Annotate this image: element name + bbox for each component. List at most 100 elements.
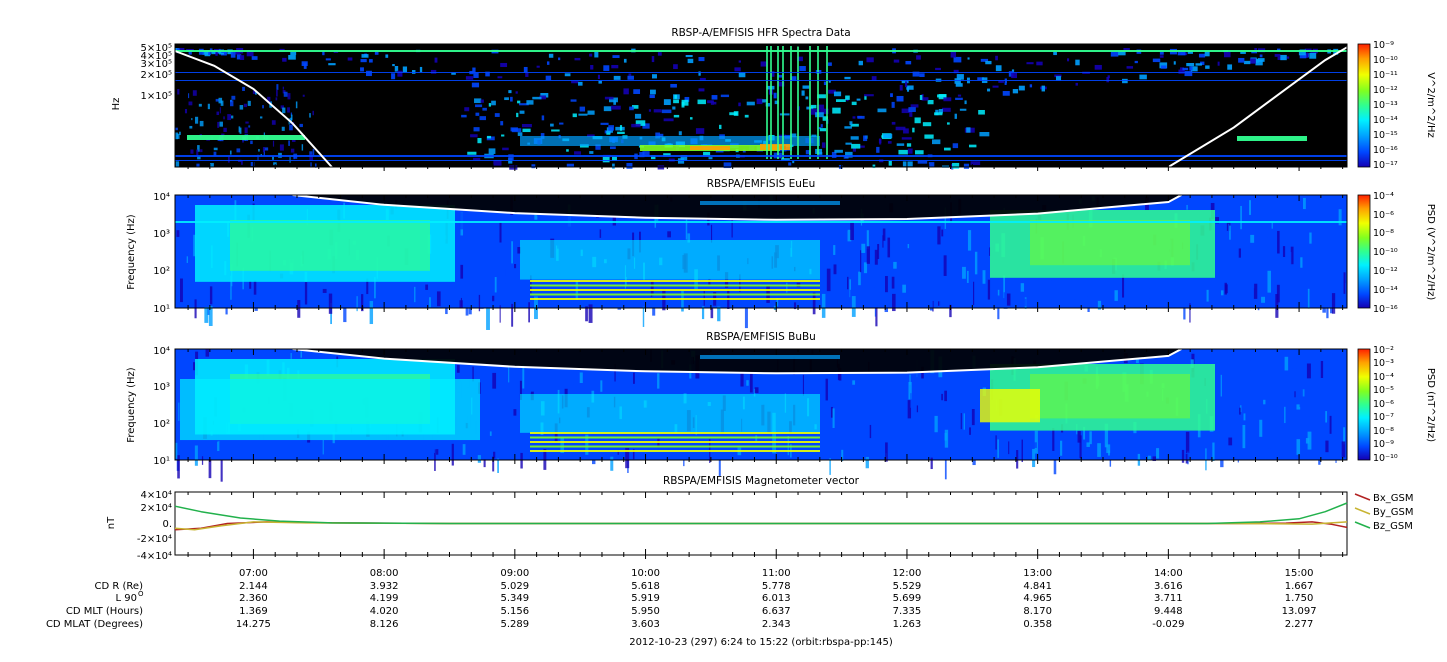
spectral-block	[866, 230, 869, 249]
spectral-block	[360, 59, 367, 63]
spectral-block	[360, 67, 364, 72]
spectral-block	[432, 434, 436, 453]
mag-legend: Bx_GSM By_GSM Bz_GSM	[1354, 493, 1414, 532]
spectral-block	[954, 113, 957, 119]
spectral-block	[612, 55, 620, 59]
spectral-block	[1337, 360, 1340, 374]
spectral-block	[603, 106, 612, 112]
spectral-block	[530, 293, 820, 296]
spectral-block	[1063, 430, 1066, 439]
spectral-block	[1029, 84, 1033, 88]
spectral-block	[514, 285, 516, 296]
spectral-block	[314, 163, 317, 168]
eueu-ytick-1e4: 10⁴	[153, 192, 170, 203]
spectral-block	[687, 58, 694, 64]
spectral-block	[844, 76, 851, 80]
ephemeris-value: 4.965	[1023, 593, 1052, 604]
spectral-block	[487, 205, 492, 223]
ephemeris-value: 2.144	[239, 581, 268, 592]
spectral-block	[230, 220, 430, 271]
spectral-block	[657, 52, 662, 56]
spectral-block	[1277, 230, 1280, 254]
spectral-block	[1012, 89, 1019, 94]
cutoff-region	[292, 195, 1182, 220]
spectral-block	[539, 95, 547, 100]
ephemeris-value: 2.360	[239, 593, 268, 604]
spectral-block	[430, 69, 437, 74]
hfr-cbar-tick: 10⁻¹⁵	[1373, 130, 1398, 141]
spectral-block	[790, 46, 792, 159]
mag-ytick-m4e4: -4×10⁴	[137, 551, 172, 562]
spectral-block	[248, 125, 251, 128]
spectral-block	[1300, 257, 1303, 268]
spectral-block	[635, 120, 646, 126]
spectral-block	[847, 229, 852, 242]
spectral-block	[385, 54, 389, 58]
time-tick-label: 15:00	[1285, 568, 1314, 579]
spectral-block	[1075, 82, 1078, 86]
spectral-block	[255, 90, 257, 95]
spectral-block	[530, 289, 820, 291]
spectral-block	[842, 227, 846, 246]
spectral-block	[1267, 270, 1271, 293]
spectral-block	[1020, 283, 1025, 292]
spectral-block	[746, 380, 749, 386]
spectral-block	[1139, 74, 1147, 80]
spectral-block	[250, 161, 255, 167]
spectral-block	[786, 282, 788, 293]
spectral-block	[989, 247, 991, 256]
spectral-block	[698, 88, 705, 92]
spectral-block	[290, 352, 292, 359]
spectral-block	[572, 113, 577, 118]
eueu-ylabel: Frequency (Hz)	[126, 214, 137, 290]
spectral-block	[197, 155, 201, 160]
spectral-block	[210, 163, 214, 168]
spectral-block	[858, 271, 861, 286]
legend-bz-label: Bz_GSM	[1373, 521, 1413, 532]
spectral-block	[1118, 51, 1126, 56]
spectral-block	[603, 65, 610, 71]
spectral-block	[517, 132, 523, 136]
spectral-block	[897, 242, 899, 254]
spectral-block	[960, 260, 963, 275]
spectral-block	[347, 57, 353, 61]
spectral-block	[394, 66, 399, 72]
spectral-block	[511, 303, 514, 327]
spectral-block	[585, 434, 589, 455]
spectral-block	[1239, 407, 1241, 415]
spectral-block	[982, 270, 986, 284]
spectral-block	[910, 393, 912, 408]
spectral-block	[760, 61, 767, 67]
ephem-label-cd-mlt: CD MLT (Hours)	[66, 606, 143, 617]
spectral-block	[701, 306, 705, 320]
legend-bx-label: Bx_GSM	[1373, 493, 1414, 504]
spectral-block	[1243, 281, 1245, 289]
spectral-block	[1238, 248, 1241, 258]
eueu-cbar-tick: 10⁻¹⁴	[1373, 285, 1398, 296]
spectral-block	[997, 289, 1000, 297]
spectral-block	[612, 156, 617, 161]
spectral-block	[1156, 448, 1160, 459]
bubu-cbar-tick: 10⁻³	[1373, 358, 1394, 369]
spectral-block	[517, 247, 521, 254]
spectral-block	[625, 447, 630, 469]
ephemeris-value: 5.919	[631, 593, 660, 604]
spectral-block	[997, 295, 1000, 320]
spectral-block	[493, 159, 502, 166]
spectral-block	[273, 162, 277, 166]
spectral-block	[833, 264, 837, 275]
spectral-block	[854, 421, 857, 429]
spectral-block	[885, 275, 888, 293]
spectral-block	[969, 427, 971, 435]
spectral-block	[738, 72, 746, 78]
spectral-block	[903, 128, 909, 134]
eueu-cbar-tick: 10⁻⁸	[1373, 228, 1394, 239]
spectral-block	[287, 93, 291, 100]
spectral-block	[1238, 57, 1245, 63]
spectral-block	[219, 121, 223, 127]
ephemeris-value: 5.529	[893, 581, 922, 592]
spectral-block	[1307, 288, 1310, 309]
spectral-block	[1306, 363, 1311, 379]
spectral-block	[1298, 49, 1306, 56]
hfr-cbar-tick: 10⁻¹⁰	[1373, 55, 1398, 66]
